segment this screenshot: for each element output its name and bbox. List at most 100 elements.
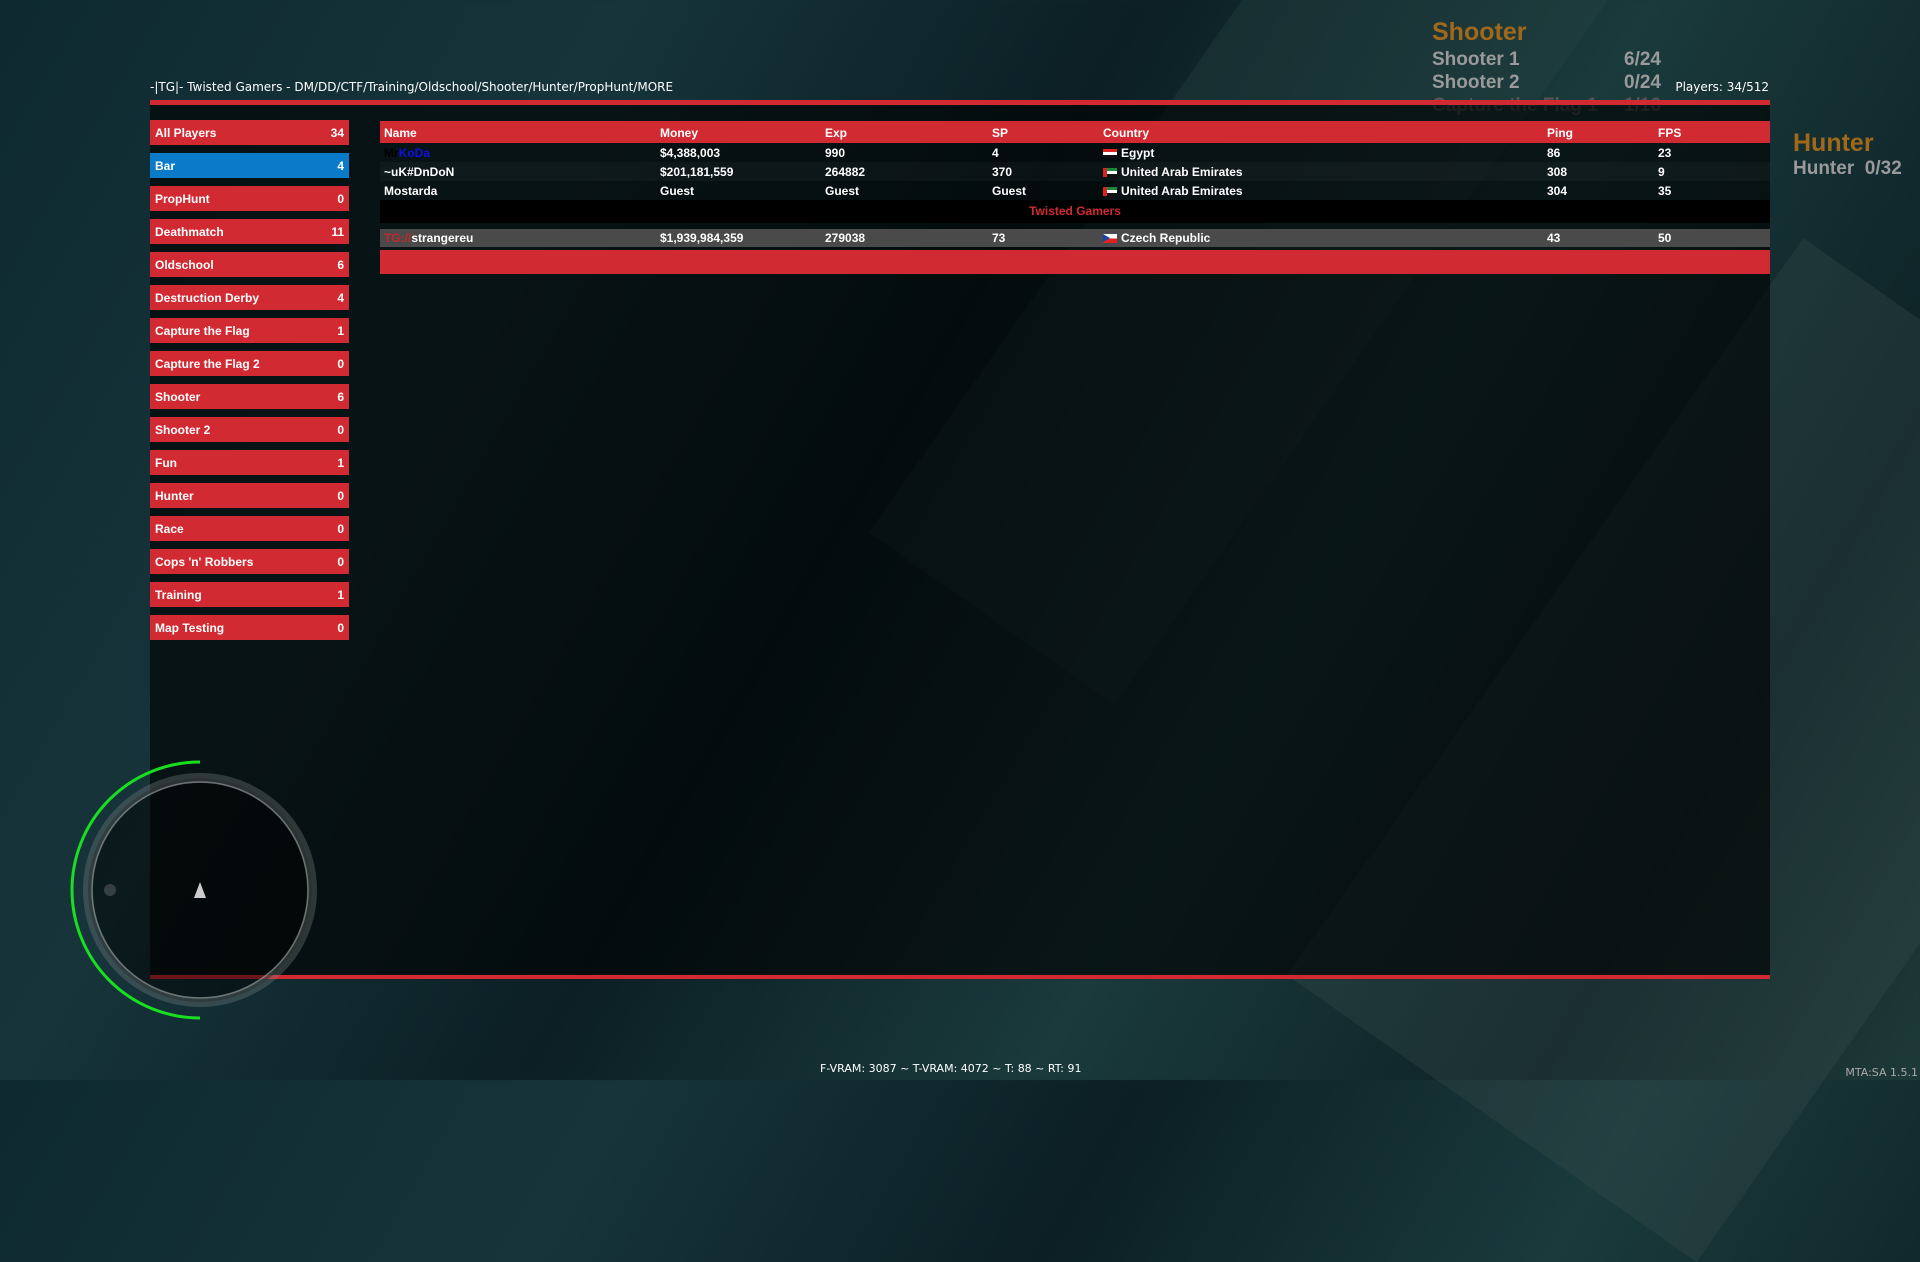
player-ping: 308 — [1547, 165, 1568, 179]
sidebar-item-label: Deathmatch — [155, 224, 224, 239]
table-row[interactable]: MrKoDa $4,388,003 990 4 Egypt 86 23 — [380, 143, 1770, 162]
player-fps: 9 — [1658, 165, 1665, 179]
sidebar-item-capture-the-flag-2[interactable]: Capture the Flag 2 0 — [150, 351, 349, 376]
sidebar-item-prophunt[interactable]: PropHunt 0 — [150, 186, 349, 211]
bottom-divider — [150, 975, 1770, 979]
player-sp: 370 — [992, 165, 1013, 179]
sidebar-item-count: 0 — [337, 620, 344, 635]
hud-hunter-row: Hunter 0/32 — [1793, 158, 1902, 179]
sidebar-item-label: Bar — [155, 158, 176, 173]
flag-icon — [1103, 234, 1117, 243]
sidebar-item-shooter-2[interactable]: Shooter 2 0 — [150, 417, 349, 442]
player-country: Egypt — [1103, 146, 1154, 160]
player-sp: Guest — [992, 184, 1027, 198]
table-footer-bar — [380, 250, 1770, 274]
player-fps: 23 — [1658, 146, 1672, 160]
sidebar-item-count: 0 — [337, 488, 344, 503]
player-count: Players: 34/512 — [1675, 80, 1769, 94]
col-exp[interactable]: Exp — [825, 126, 848, 140]
player-name: TG://strangereu — [384, 231, 474, 245]
player-ping: 86 — [1547, 146, 1561, 160]
sidebar-item-label: Map Testing — [155, 620, 225, 635]
sidebar-item-count: 0 — [337, 191, 344, 206]
sidebar-item-count: 0 — [337, 521, 344, 536]
sidebar-item-label: Fun — [155, 455, 177, 470]
player-ping: 43 — [1547, 231, 1561, 245]
player-money: $1,939,984,359 — [660, 231, 744, 245]
sidebar-item-label: Shooter — [155, 389, 201, 404]
sidebar-item-count: 0 — [337, 356, 344, 371]
player-sp: 73 — [992, 231, 1006, 245]
player-exp: Guest — [825, 184, 860, 198]
version-label: MTA:SA 1.5.1 — [1845, 1066, 1918, 1079]
player-money: $4,388,003 — [660, 146, 721, 160]
sidebar-item-count: 1 — [337, 323, 344, 338]
col-fps[interactable]: FPS — [1658, 126, 1682, 140]
north-icon — [104, 884, 116, 896]
flag-icon — [1103, 187, 1117, 196]
sidebar-item-deathmatch[interactable]: Deathmatch 11 — [150, 219, 349, 244]
sidebar-item-count: 0 — [337, 554, 344, 569]
sidebar-item-capture-the-flag[interactable]: Capture the Flag 1 — [150, 318, 349, 343]
sidebar-item-count: 6 — [337, 257, 344, 272]
player-arrow-icon — [194, 882, 206, 898]
col-money[interactable]: Money — [660, 126, 699, 140]
sidebar-item-count: 6 — [337, 389, 344, 404]
flag-icon — [1103, 168, 1117, 177]
table-row-self[interactable]: TG://strangereu $1,939,984,359 279038 73… — [380, 229, 1770, 247]
sidebar: All Players 34 Bar 4 PropHunt 0 Deathmatch 11 Ol… — [150, 120, 349, 648]
hud-hunter-title: Hunter — [1793, 129, 1874, 157]
radar-inner-ring — [91, 781, 309, 999]
col-name[interactable]: Name — [384, 126, 417, 140]
player-exp: 990 — [825, 146, 846, 160]
flag-icon — [1103, 149, 1117, 158]
group-header: Twisted Gamers — [380, 200, 1770, 223]
table-row[interactable]: ~uK#DnDoN $201,181,559 264882 370 United… — [380, 162, 1770, 181]
table-row[interactable]: Mostarda Guest Guest Guest United Arab E… — [380, 181, 1770, 200]
col-sp[interactable]: SP — [992, 126, 1009, 140]
player-ping: 304 — [1547, 184, 1568, 198]
player-name: Mostarda — [384, 184, 438, 198]
sidebar-item-count: 4 — [337, 290, 344, 305]
sidebar-item-oldschool[interactable]: Oldschool 6 — [150, 252, 349, 277]
sidebar-item-shooter[interactable]: Shooter 6 — [150, 384, 349, 409]
player-fps: 35 — [1658, 184, 1672, 198]
sidebar-item-count: 11 — [331, 224, 344, 239]
player-money: Guest — [660, 184, 695, 198]
sidebar-item-hunter[interactable]: Hunter 0 — [150, 483, 349, 508]
sidebar-item-count: 34 — [330, 125, 344, 140]
top-divider — [150, 100, 1770, 105]
sidebar-item-label: Cops 'n' Robbers — [155, 554, 254, 569]
hud-shooter-row-1: Shooter 1 6/24 — [1432, 49, 1661, 70]
sidebar-item-label: Capture the Flag — [155, 323, 250, 338]
player-country: Czech Republic — [1103, 231, 1210, 245]
sidebar-item-label: All Players — [155, 125, 217, 140]
sidebar-item-training[interactable]: Training 1 — [150, 582, 349, 607]
col-country[interactable]: Country — [1103, 126, 1149, 140]
player-sp: 4 — [992, 146, 999, 160]
sidebar-item-label: Hunter — [155, 488, 194, 503]
player-fps: 50 — [1658, 231, 1672, 245]
col-ping[interactable]: Ping — [1547, 126, 1573, 140]
sidebar-item-label: Capture the Flag 2 — [155, 356, 260, 371]
player-exp: 264882 — [825, 165, 866, 179]
player-table: Name Money Exp SP Country Ping FPS MrKoD… — [380, 121, 1770, 274]
sidebar-item-map-testing[interactable]: Map Testing 0 — [150, 615, 349, 640]
sidebar-item-label: Shooter 2 — [155, 422, 211, 437]
sidebar-item-count: 1 — [337, 455, 344, 470]
player-exp: 279038 — [825, 231, 866, 245]
sidebar-item-cops-n-robbers[interactable]: Cops 'n' Robbers 0 — [150, 549, 349, 574]
sidebar-item-label: Race — [155, 521, 184, 536]
sidebar-item-fun[interactable]: Fun 1 — [150, 450, 349, 475]
radar-minimap — [70, 760, 317, 1020]
sidebar-item-count: 1 — [337, 587, 344, 602]
server-title: -|TG|- Twisted Gamers - DM/DD/CTF/Traini… — [150, 80, 674, 94]
health-arc — [70, 760, 201, 1020]
hud-shooter-row-2: Shooter 2 0/24 — [1432, 72, 1661, 93]
sidebar-item-destruction-derby[interactable]: Destruction Derby 4 — [150, 285, 349, 310]
sidebar-item-race[interactable]: Race 0 — [150, 516, 349, 541]
player-name: MrKoDa — [384, 146, 431, 160]
sidebar-item-bar[interactable]: Bar 4 — [150, 153, 349, 178]
player-money: $201,181,559 — [660, 165, 734, 179]
sidebar-item-all-players[interactable]: All Players 34 — [150, 120, 349, 145]
